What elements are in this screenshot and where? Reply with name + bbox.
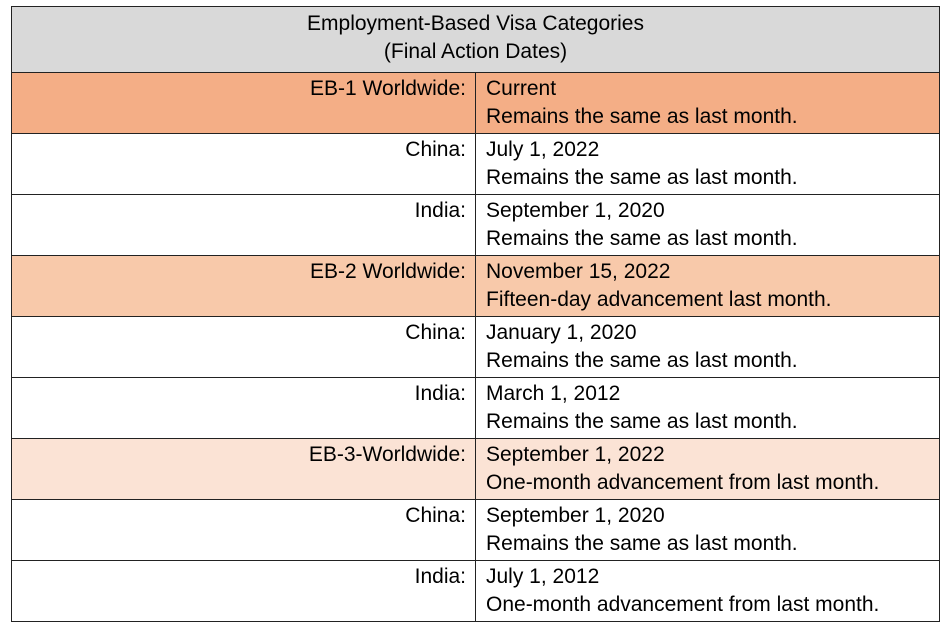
note: Remains the same as last month.	[486, 227, 798, 250]
row-label: India:	[11, 560, 476, 622]
date: Current	[486, 77, 557, 100]
header-cell: Employment-Based Visa Categories (Final …	[11, 6, 940, 73]
row-label: EB-1 Worldwide:	[11, 72, 476, 134]
row-value: January 1, 2020 Remains the same as last …	[475, 316, 940, 378]
date: July 1, 2022	[486, 138, 600, 161]
table-row: India: July 1, 2012 One-month advancement …	[11, 560, 940, 622]
row-value: November 15, 2022 Fifteen-day advancement…	[475, 255, 940, 317]
note: Remains the same as last month.	[486, 532, 798, 555]
row-value: Current Remains the same as last month.	[475, 72, 940, 134]
row-label: China:	[11, 133, 476, 195]
row-label: EB-3-Worldwide:	[11, 438, 476, 500]
note: Remains the same as last month.	[486, 166, 798, 189]
header-row: Employment-Based Visa Categories (Final …	[11, 6, 940, 73]
table-row: China: July 1, 2022 Remains the same as la…	[11, 133, 940, 195]
row-label: China:	[11, 499, 476, 561]
row-label: India:	[11, 194, 476, 256]
note: One-month advancement from last month.	[486, 471, 880, 494]
note: Fifteen-day advancement last month.	[486, 288, 832, 311]
date: March 1, 2012	[486, 382, 621, 405]
table-row: China: September 1, 2020 Remains the same …	[11, 499, 940, 561]
row-value: September 1, 2022 One-month advancement f…	[475, 438, 940, 500]
row-value: July 1, 2022 Remains the same as last mon…	[475, 133, 940, 195]
note: Remains the same as last month.	[486, 349, 798, 372]
note: Remains the same as last month.	[486, 410, 798, 433]
table-row: India: March 1, 2012 Remains the same as l…	[11, 377, 940, 439]
note: Remains the same as last month.	[486, 105, 798, 128]
table-row: India: September 1, 2020 Remains the same …	[11, 194, 940, 256]
row-value: July 1, 2012 One-month advancement from l…	[475, 560, 940, 622]
row-value: September 1, 2020 Remains the same as las…	[475, 194, 940, 256]
note: One-month advancement from last month.	[486, 593, 880, 616]
table-row: China: January 1, 2020 Remains the same as…	[11, 316, 940, 378]
row-label: China:	[11, 316, 476, 378]
row-value: September 1, 2020 Remains the same as las…	[475, 499, 940, 561]
visa-table: Employment-Based Visa Categories (Final …	[11, 6, 940, 622]
table-row: EB-3-Worldwide: September 1, 2022 One-mont…	[11, 438, 940, 500]
subtitle: (Final Action Dates)	[383, 40, 568, 63]
date: November 15, 2022	[486, 260, 671, 283]
table-row: EB-2 Worldwide: November 15, 2022 Fifteen-…	[11, 255, 940, 317]
row-label: India:	[11, 377, 476, 439]
row-value: March 1, 2012 Remains the same as last mo…	[475, 377, 940, 439]
table-row: EB-1 Worldwide: Current Remains the same a…	[11, 72, 940, 134]
row-label: EB-2 Worldwide:	[11, 255, 476, 317]
date: September 1, 2020	[486, 504, 665, 527]
table-body: Employment-Based Visa Categories (Final …	[11, 6, 940, 622]
date: September 1, 2020	[486, 199, 665, 222]
date: January 1, 2020	[486, 321, 637, 344]
date: September 1, 2022	[486, 443, 665, 466]
title: Employment-Based Visa Categories	[307, 12, 644, 35]
date: July 1, 2012	[486, 565, 600, 588]
